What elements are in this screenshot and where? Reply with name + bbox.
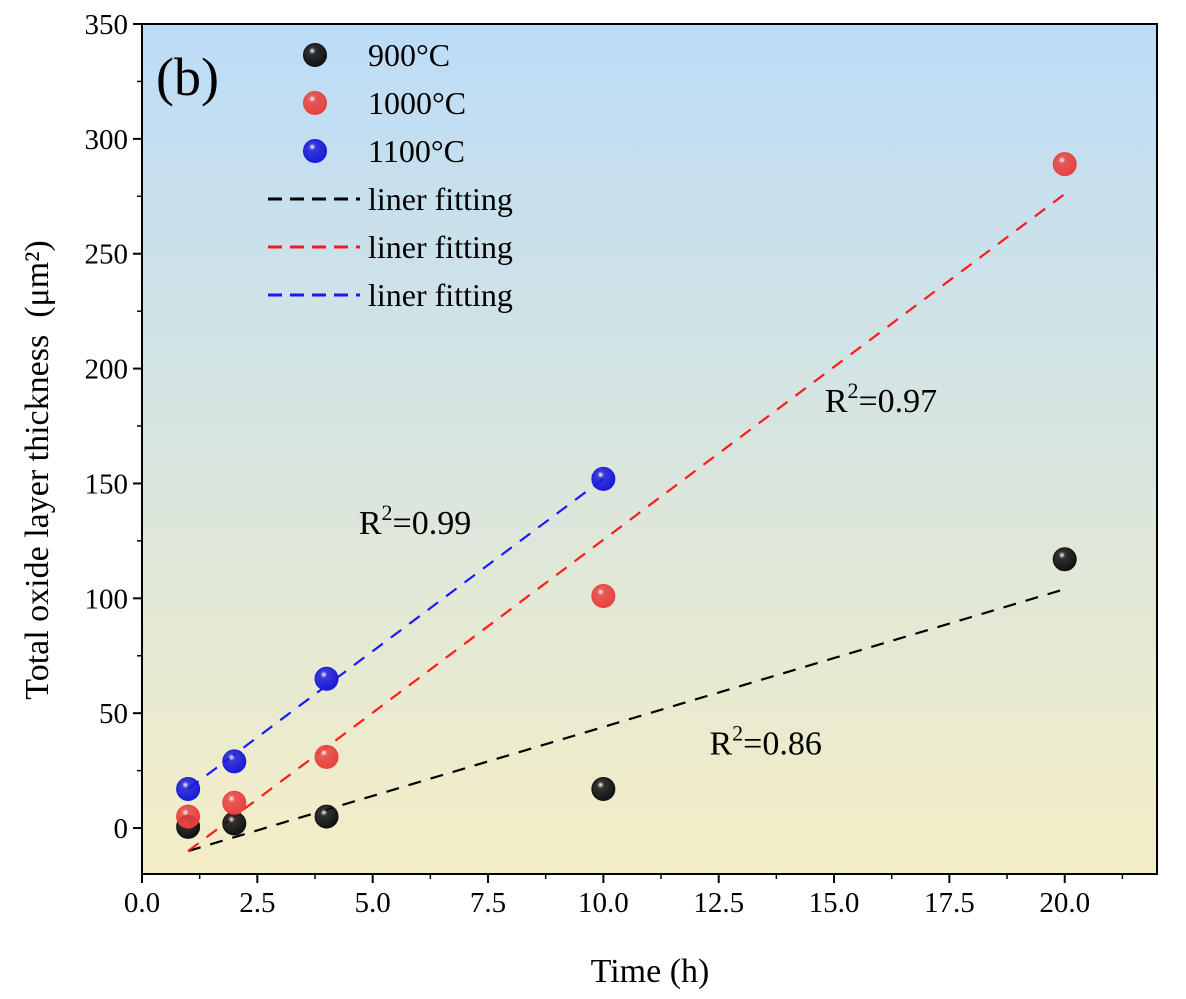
annotations: R2=0.86 R2=0.97 R2=0.99 [359,378,937,762]
legend-label: liner fitting [368,181,513,217]
fit-lines [187,193,1066,853]
legend-label: 1100°C [368,133,465,169]
point-1000C-4 [1052,152,1077,177]
y-tick-label: 300 [85,124,129,156]
legend-marker-3 [303,139,327,163]
legend: 900°C 1000°C 1100°C liner fitting liner fitt… [268,37,513,313]
x-tick-label: 10.0 [578,887,629,919]
r-squared-label-3: R2=0.99 [359,500,471,542]
r-squared-label-2: R2=0.97 [825,378,937,420]
point-1100C-0 [176,777,201,801]
legend-label: liner fitting [368,229,513,265]
axes: 0.0 2.5 5.0 7.5 10.0 12.5 15.0 17.5 20.0 0 50 100 15… [85,9,1158,919]
legend-marker-2 [303,91,327,115]
x-tick-label: 12.5 [693,887,744,919]
point-1100C-1 [222,749,247,774]
point-1000C-3 [591,584,616,609]
fit-line-3 [187,477,605,790]
panel-label: (b) [156,47,219,107]
y-tick-label: 350 [85,9,129,41]
y-tick-label: 250 [85,239,129,271]
fit-line-1 [187,588,1066,853]
x-tick-label: 7.5 [470,887,506,919]
x-tick-label: 2.5 [239,887,275,919]
y-tick-label: 150 [85,468,129,500]
legend-marker-1 [303,43,327,67]
x-axis-title: Time (h) [591,953,710,990]
y-axis-title: Total oxide layer thickness (μm²) [19,240,56,699]
point-900C-2 [314,804,339,829]
point-1000C-1 [222,790,247,815]
point-1000C-0 [176,804,201,829]
legend-label: liner fitting [368,277,513,313]
data-points [176,152,1077,839]
x-tick-label: 17.5 [924,887,975,919]
point-1000C-2 [314,744,339,769]
x-tick-label: 20.0 [1039,887,1090,919]
point-1100C-3 [591,466,616,491]
x-tick-label: 15.0 [809,887,860,919]
x-tick-label: 0.0 [124,887,160,919]
point-900C-1 [222,811,247,836]
y-tick-label: 200 [85,354,129,386]
point-900C-3 [591,777,616,801]
x-tick-label: 5.0 [355,887,391,919]
legend-label: 900°C [368,37,450,73]
y-tick-label: 0 [114,813,129,845]
y-tick-label: 50 [99,698,128,730]
plot-frame [141,23,1158,875]
legend-label: 1000°C [368,85,466,121]
point-1100C-2 [314,666,339,691]
point-900C-4 [1052,547,1077,572]
y-tick-label: 100 [85,583,129,615]
plot-background [142,24,1157,874]
r-squared-label-1: R2=0.86 [709,721,821,763]
